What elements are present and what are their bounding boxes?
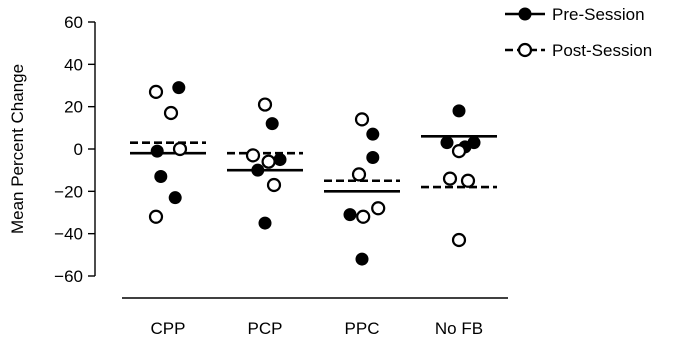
legend-marker-open bbox=[517, 42, 533, 58]
y-tick-label: −40 bbox=[54, 225, 83, 244]
y-tick-label: −20 bbox=[54, 182, 83, 201]
y-tick-label: 0 bbox=[74, 140, 83, 159]
post-session-point bbox=[351, 167, 367, 182]
x-tick-label: PCP bbox=[248, 319, 283, 338]
x-tick-label: PPC bbox=[345, 319, 380, 338]
post-session-point bbox=[451, 232, 467, 248]
post-session-point bbox=[148, 84, 164, 99]
y-axis-title: Mean Percent Change bbox=[8, 64, 27, 234]
post-session-point bbox=[451, 144, 467, 159]
x-axis: CPP PCP PPC No FB bbox=[122, 297, 508, 338]
pre-session-point bbox=[355, 252, 369, 266]
legend-label: Post-Session bbox=[552, 41, 652, 60]
pre-session-point bbox=[154, 170, 168, 184]
post-session-point bbox=[148, 209, 164, 224]
post-session-point bbox=[442, 171, 458, 186]
pre-session-point bbox=[440, 136, 454, 150]
pre-session-point bbox=[366, 150, 380, 164]
post-session-point bbox=[163, 105, 179, 121]
pre-session-point bbox=[251, 163, 265, 177]
post-session-point bbox=[245, 148, 261, 163]
y-tick-label: 60 bbox=[64, 13, 83, 32]
data-points bbox=[148, 81, 481, 266]
post-session-point bbox=[460, 173, 476, 188]
post-session-point bbox=[371, 201, 386, 216]
legend-label: Pre-Session bbox=[552, 5, 645, 24]
pre-session-point bbox=[343, 208, 357, 222]
pre-session-point bbox=[168, 191, 182, 205]
post-session-point bbox=[354, 112, 370, 127]
x-tick-label: No FB bbox=[435, 319, 483, 338]
post-session-point bbox=[172, 141, 188, 157]
pre-session-point bbox=[273, 153, 287, 167]
post-session-point bbox=[257, 97, 273, 112]
y-tick-label: 40 bbox=[64, 55, 83, 74]
pre-session-point bbox=[258, 216, 272, 230]
x-tick-label: CPP bbox=[151, 319, 186, 338]
post-session-point bbox=[266, 177, 282, 193]
pre-session-point bbox=[150, 144, 164, 158]
legend-marker-filled bbox=[518, 7, 532, 21]
post-session-point bbox=[356, 209, 371, 224]
pre-session-point bbox=[265, 117, 279, 131]
pre-session-point bbox=[452, 104, 466, 118]
pre-session-point bbox=[366, 127, 380, 141]
legend: Pre-Session Post-Session bbox=[505, 5, 652, 60]
pre-session-point bbox=[172, 81, 186, 95]
y-axis: 60 40 20 0 −20 −40 −60 bbox=[54, 13, 96, 286]
mean-lines bbox=[130, 135, 497, 193]
y-tick-label: −60 bbox=[54, 267, 83, 286]
post-session-point bbox=[261, 154, 276, 169]
pre-session-point bbox=[467, 136, 481, 150]
y-tick-label: 20 bbox=[64, 98, 83, 117]
